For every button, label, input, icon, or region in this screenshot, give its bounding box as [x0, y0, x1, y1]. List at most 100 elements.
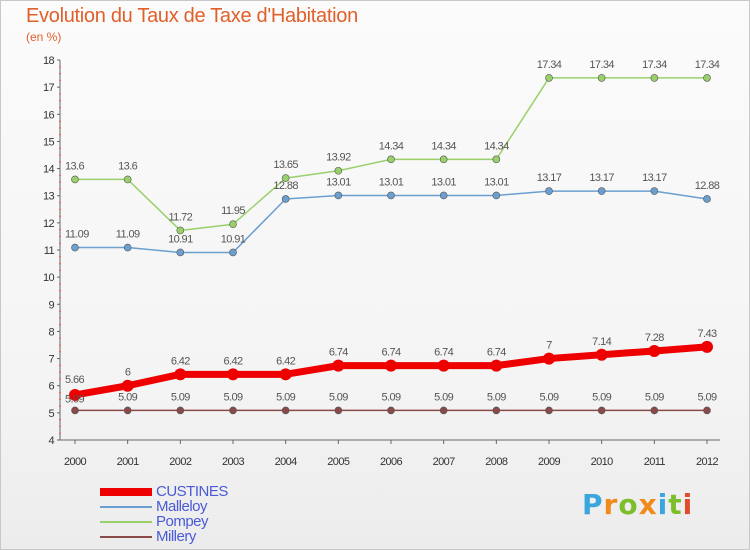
y-tick-label: 4 — [48, 435, 54, 447]
data-label: 13.17 — [642, 172, 667, 184]
data-point — [176, 406, 185, 415]
data-label: 17.34 — [642, 59, 667, 71]
data-label: 12.88 — [695, 180, 720, 192]
data-point — [334, 166, 343, 175]
data-point — [281, 406, 290, 415]
y-tick-label: 14 — [43, 164, 55, 176]
legend-item-malleloy: Malleloy — [100, 498, 228, 515]
data-point — [703, 195, 711, 203]
y-minor-tick — [59, 344, 61, 346]
y-minor-tick — [59, 160, 61, 163]
data-label: 7.43 — [697, 328, 716, 340]
legend-swatch — [100, 535, 152, 538]
y-minor-tick — [59, 174, 61, 177]
data-point — [545, 187, 553, 195]
data-label: 5.09 — [487, 391, 506, 403]
data-label: 12.88 — [273, 180, 298, 192]
proxiti-logo: Proxiti — [582, 488, 693, 521]
data-label: 13.65 — [273, 159, 298, 171]
data-label: 5.09 — [592, 391, 611, 403]
axes: 4 5 6 7 8 9 10 11 12 13 14 15 16 17 18 2000 2001 2002 2003… — [43, 55, 720, 468]
x-tick-label: 2007 — [433, 456, 456, 468]
y-minor-tick — [59, 337, 61, 340]
y-minor-tick — [59, 296, 61, 299]
data-label: 10.91 — [221, 233, 246, 245]
y-tick-label: 9 — [48, 299, 54, 311]
data-point — [597, 406, 606, 415]
data-label: 6.42 — [276, 355, 295, 367]
data-point — [121, 379, 134, 392]
data-label: 5.09 — [539, 391, 558, 403]
data-point — [123, 243, 132, 252]
data-point — [281, 195, 290, 203]
data-point — [492, 406, 501, 415]
data-label: 17.34 — [695, 59, 720, 71]
data-point — [387, 406, 395, 415]
data-label: 13.01 — [326, 176, 351, 188]
data-label: 13.17 — [589, 172, 614, 184]
y-tick-label: 17 — [43, 82, 55, 94]
y-tick-label: 15 — [43, 136, 55, 148]
data-point — [595, 348, 608, 361]
legend-item-millery: Millery — [100, 528, 228, 545]
data-point — [332, 359, 345, 372]
data-label: 5.09 — [434, 391, 453, 403]
y-minor-tick — [59, 181, 61, 183]
data-label: 7.28 — [645, 332, 664, 344]
data-point — [334, 191, 343, 200]
data-point — [174, 368, 187, 381]
data-label: 5.66 — [65, 374, 84, 386]
data-label: 5.09 — [171, 391, 190, 403]
y-minor-tick — [59, 242, 61, 245]
y-minor-tick — [59, 378, 61, 380]
y-tick-label: 5 — [48, 408, 54, 420]
x-tick-label: 2012 — [696, 456, 719, 468]
y-minor-tick — [59, 350, 61, 353]
legend-label: Pompey — [156, 513, 209, 530]
y-minor-tick — [59, 106, 61, 109]
y-minor-tick — [59, 317, 61, 319]
y-minor-tick — [59, 154, 61, 156]
y-minor-tick — [59, 99, 61, 102]
x-tick-label: 2000 — [64, 456, 87, 468]
data-label: 5.09 — [65, 393, 84, 405]
series-lines — [69, 74, 713, 415]
y-minor-tick — [59, 147, 61, 150]
y-minor-tick — [59, 418, 61, 421]
data-label: 14.34 — [431, 140, 456, 152]
data-point — [492, 155, 501, 164]
logo-letter: i — [682, 488, 694, 521]
y-tick-label: 7 — [48, 354, 54, 366]
data-label: 13.17 — [537, 172, 562, 184]
data-label: 17.34 — [537, 59, 562, 71]
chart-subtitle: (en %) — [26, 30, 62, 44]
legend-item-custines: CUSTINES — [100, 483, 228, 500]
data-label: 6.74 — [487, 347, 506, 359]
data-point — [597, 74, 606, 82]
logo-letter: x — [638, 488, 658, 521]
data-point — [439, 155, 448, 164]
data-point — [123, 406, 132, 415]
logo-letter: r — [603, 488, 619, 521]
y-minor-tick — [59, 425, 61, 428]
logo-letter: t — [668, 488, 683, 521]
data-label: 7 — [546, 340, 552, 352]
data-point — [229, 406, 237, 415]
data-point — [227, 368, 239, 381]
data-point — [279, 368, 292, 381]
y-minor-tick — [59, 72, 61, 75]
data-label: 7.14 — [592, 336, 611, 348]
y-minor-tick — [59, 405, 61, 407]
series-line-pompey — [75, 77, 707, 232]
y-tick-label: 16 — [43, 109, 55, 121]
data-point — [650, 187, 659, 195]
y-tick-label: 6 — [48, 381, 54, 393]
y-minor-tick — [59, 228, 61, 231]
data-point — [650, 406, 659, 415]
data-point — [543, 352, 555, 365]
data-label: 5.09 — [645, 391, 664, 403]
data-point — [437, 359, 450, 372]
logo-letter: P — [582, 488, 604, 521]
data-point — [385, 359, 397, 372]
data-point — [545, 406, 553, 415]
